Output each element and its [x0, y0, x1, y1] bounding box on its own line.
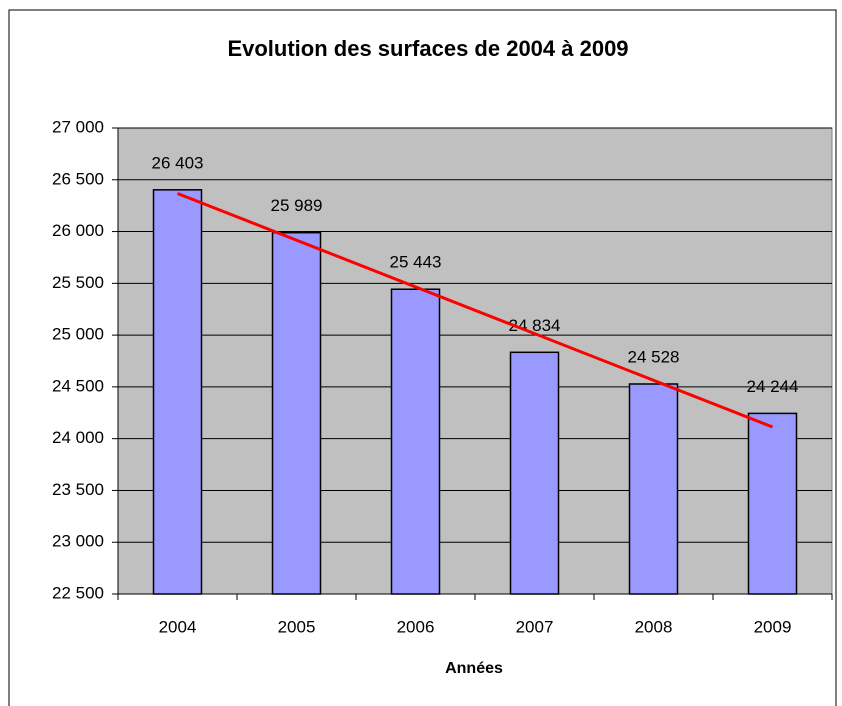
x-tick-label: 2008 [635, 617, 673, 636]
bar [747, 412, 798, 595]
y-tick-label: 24 500 [52, 376, 104, 395]
value-label: 25 443 [390, 253, 442, 272]
y-tick-label: 26 000 [52, 221, 104, 240]
x-tick-label: 2004 [159, 617, 197, 636]
x-tick-label: 2006 [397, 617, 435, 636]
y-tick-label: 22 500 [52, 583, 104, 602]
value-label: 26 403 [152, 153, 204, 172]
y-tick-label: 23 000 [52, 532, 104, 551]
bar [509, 351, 560, 595]
y-tick-label: 26 500 [52, 169, 104, 188]
bar [271, 231, 322, 595]
bar [390, 288, 441, 595]
bar [628, 383, 679, 595]
value-label: 25 989 [271, 196, 323, 215]
plot-area [117, 127, 833, 595]
y-tick-label: 27 000 [52, 117, 104, 136]
value-label: 24 244 [747, 377, 799, 396]
x-tick-label: 2005 [278, 617, 316, 636]
bar [152, 189, 203, 595]
value-label: 24 528 [628, 347, 680, 366]
chart-frame [8, 9, 837, 706]
y-tick-label: 24 000 [52, 428, 104, 447]
x-tick-label: 2009 [754, 617, 792, 636]
chart-title: Evolution des surfaces de 2004 à 2009 [227, 36, 628, 61]
x-axis-label: Années [445, 660, 503, 677]
y-tick-label: 25 500 [52, 273, 104, 292]
y-tick-label: 23 500 [52, 480, 104, 499]
x-tick-label: 2007 [516, 617, 554, 636]
y-tick-label: 25 000 [52, 325, 104, 344]
trendline [176, 192, 774, 429]
